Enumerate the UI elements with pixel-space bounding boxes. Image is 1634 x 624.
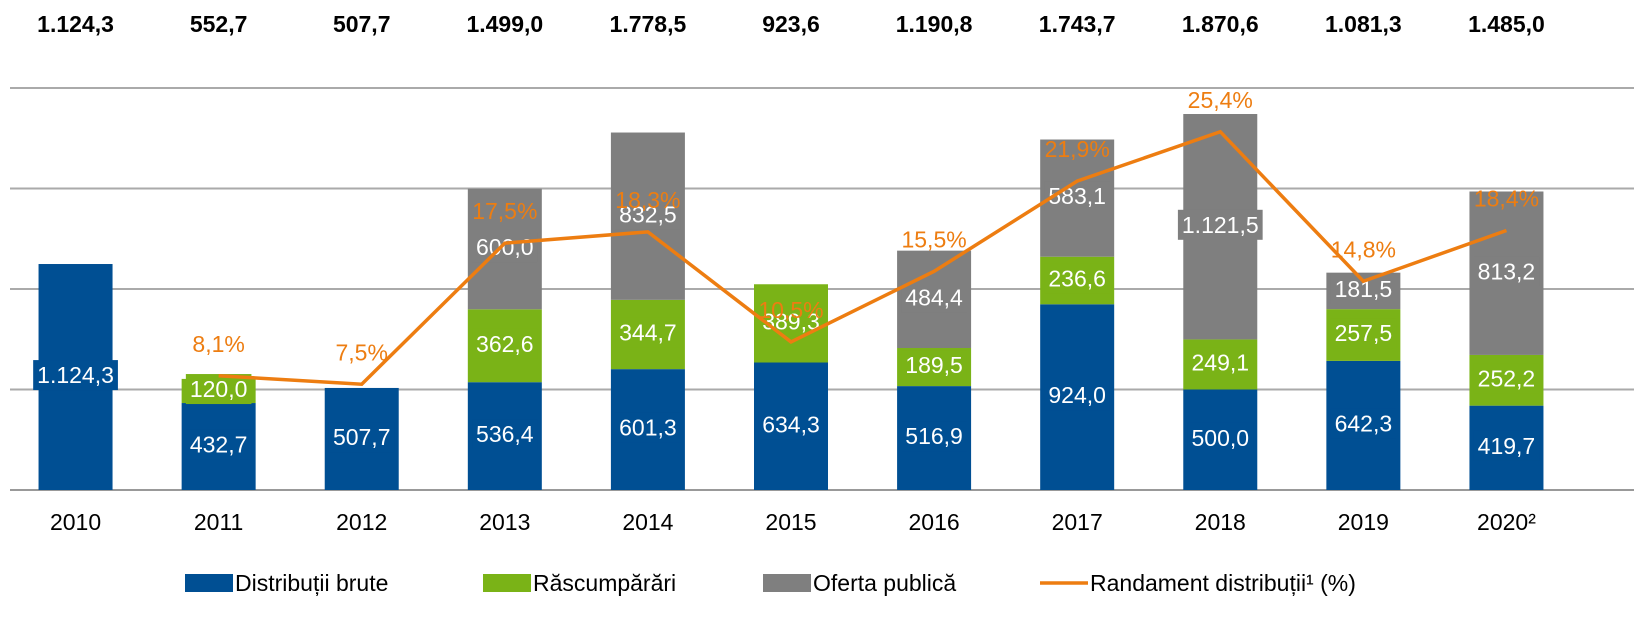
total-label: 1.743,7 bbox=[1039, 11, 1116, 37]
legend-swatch bbox=[483, 574, 531, 592]
bar-value-label: 516,9 bbox=[905, 423, 963, 449]
x-tick-label: 2016 bbox=[909, 509, 960, 535]
x-tick-label: 2018 bbox=[1195, 509, 1246, 535]
line-value-label: 17,5% bbox=[472, 198, 537, 224]
total-label: 1.485,0 bbox=[1468, 11, 1545, 37]
label-box bbox=[1187, 422, 1254, 453]
x-tick-label: 2019 bbox=[1338, 509, 1389, 535]
label-box bbox=[615, 412, 681, 443]
bar-value-label: 1.121,5 bbox=[1182, 212, 1259, 238]
bar-value-label: 536,4 bbox=[476, 421, 534, 447]
bar-value-label: 634,3 bbox=[762, 411, 820, 437]
legend-swatch bbox=[763, 574, 811, 592]
x-tick-label: 2017 bbox=[1052, 509, 1103, 535]
x-tick-label: 2020² bbox=[1477, 509, 1536, 535]
x-tick-label: 2010 bbox=[50, 509, 101, 535]
line-value-label: 18,4% bbox=[1474, 186, 1539, 212]
line-value-label: 15,5% bbox=[901, 226, 966, 252]
legend-label: Randament distribuții¹ (%) bbox=[1090, 570, 1356, 596]
bar-value-label: 813,2 bbox=[1478, 258, 1536, 284]
line-value-label: 25,4% bbox=[1188, 87, 1253, 113]
bar-value-label: 600,0 bbox=[476, 234, 534, 260]
x-tick-label: 2012 bbox=[336, 509, 387, 535]
total-label: 1.778,5 bbox=[610, 11, 687, 37]
line-value-label: 8,1% bbox=[192, 331, 244, 357]
total-label: 1.870,6 bbox=[1182, 11, 1259, 37]
x-tick-label: 2015 bbox=[765, 509, 816, 535]
total-label: 1.499,0 bbox=[466, 11, 543, 37]
total-label: 1.190,8 bbox=[896, 11, 973, 37]
line bbox=[218, 129, 1508, 387]
bar-value-label: 189,5 bbox=[905, 352, 963, 378]
label-box bbox=[615, 199, 681, 230]
bar-value-label: 642,3 bbox=[1335, 411, 1393, 437]
label-box bbox=[1473, 430, 1540, 461]
line-value-label: 21,9% bbox=[1045, 136, 1110, 162]
label-box bbox=[615, 317, 681, 348]
bar-value-label: 419,7 bbox=[1478, 433, 1536, 459]
label-box bbox=[1044, 263, 1110, 294]
label-box bbox=[901, 282, 968, 313]
line-value-label: 18,3% bbox=[615, 187, 680, 213]
x-tick-label: 2014 bbox=[622, 509, 673, 535]
legend-label: Răscumpărări bbox=[533, 570, 676, 596]
bar-value-label: 120,0 bbox=[190, 376, 248, 402]
bar-value-label: 249,1 bbox=[1191, 350, 1249, 376]
label-box bbox=[1187, 347, 1254, 378]
label-box bbox=[1044, 380, 1110, 411]
bar-value-label: 601,3 bbox=[619, 415, 677, 441]
bar-value-label: 507,7 bbox=[333, 424, 391, 450]
total-label: 923,6 bbox=[762, 11, 820, 37]
label-box bbox=[328, 422, 395, 453]
x-tick-label: 2013 bbox=[479, 509, 530, 535]
x-tick-label: 2011 bbox=[194, 509, 243, 535]
bar-value-label: 500,0 bbox=[1191, 425, 1249, 451]
legend-swatch bbox=[185, 574, 233, 592]
label-box bbox=[901, 421, 967, 452]
bar-value-label: 344,7 bbox=[619, 320, 677, 346]
bar-value-label: 362,6 bbox=[476, 331, 534, 357]
total-label: 552,7 bbox=[190, 11, 248, 37]
label-box bbox=[472, 328, 538, 359]
line-value-label: 7,5% bbox=[336, 339, 388, 365]
line-value-label: 14,8% bbox=[1331, 236, 1396, 262]
label-box bbox=[1473, 256, 1540, 287]
bar-value-label: 484,4 bbox=[905, 284, 963, 310]
bar-value-label: 236,6 bbox=[1048, 266, 1106, 292]
total-label: 1.081,3 bbox=[1325, 11, 1402, 37]
label-box bbox=[185, 429, 252, 460]
bar-value-label: 432,7 bbox=[190, 432, 248, 458]
bar-value-label: 252,2 bbox=[1478, 365, 1536, 391]
bar-value-label: 832,5 bbox=[619, 201, 677, 227]
label-box bbox=[1177, 209, 1263, 240]
label-box bbox=[901, 350, 967, 381]
bar-value-label: 257,5 bbox=[1335, 320, 1393, 346]
bar-value-label: 1.124,3 bbox=[37, 362, 114, 388]
total-label: 507,7 bbox=[333, 11, 391, 37]
label-box bbox=[1330, 318, 1397, 349]
label-box bbox=[1473, 363, 1540, 394]
label-box bbox=[472, 419, 538, 450]
label-box bbox=[33, 360, 118, 391]
label-box bbox=[472, 232, 538, 263]
total-label: 1.124,3 bbox=[37, 11, 114, 37]
bar-value-label: 583,1 bbox=[1048, 183, 1106, 209]
label-box bbox=[1330, 408, 1397, 439]
label-box bbox=[758, 409, 824, 440]
legend-label: Oferta publică bbox=[813, 570, 956, 596]
line-value-label: 10,5% bbox=[758, 297, 823, 323]
label-box bbox=[185, 374, 252, 405]
bar-value-label: 924,0 bbox=[1048, 382, 1106, 408]
bar-value-label: 389,3 bbox=[762, 308, 820, 334]
legend-label: Distribuții brute bbox=[235, 570, 388, 596]
